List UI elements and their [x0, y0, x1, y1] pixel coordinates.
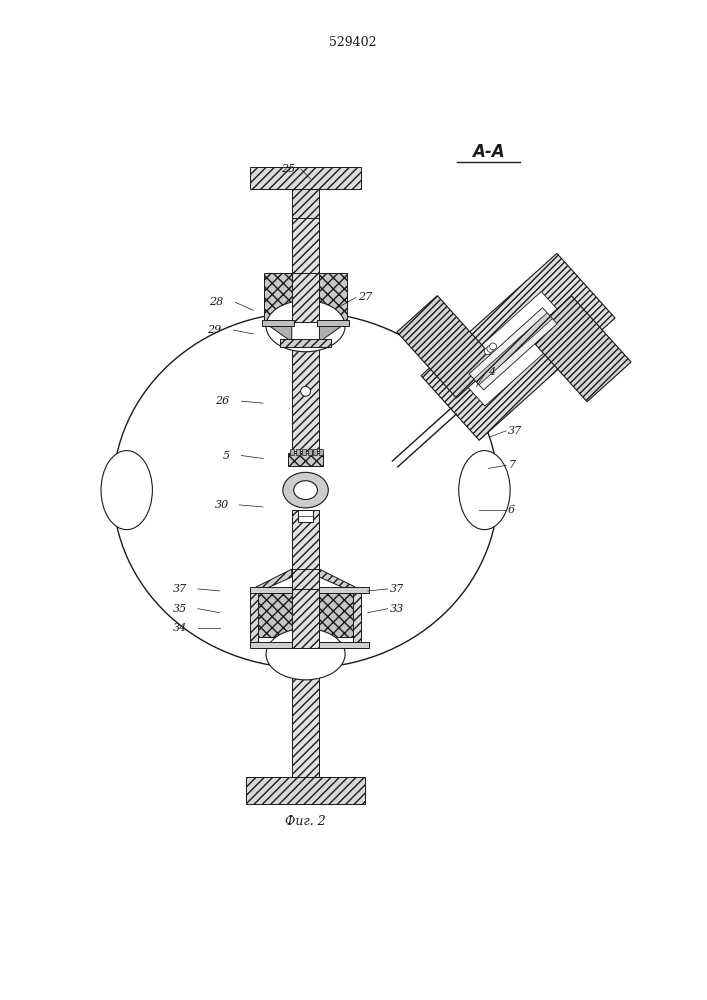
- Ellipse shape: [266, 628, 345, 680]
- Bar: [246, 777, 365, 804]
- Text: 25: 25: [281, 164, 296, 174]
- Bar: [353, 589, 361, 642]
- Ellipse shape: [489, 343, 496, 350]
- Polygon shape: [474, 313, 552, 385]
- Bar: [292, 218, 320, 337]
- Bar: [264, 273, 293, 322]
- Bar: [317, 273, 347, 322]
- Bar: [320, 449, 323, 455]
- Text: 37: 37: [508, 426, 522, 436]
- Text: 37: 37: [173, 584, 187, 594]
- Polygon shape: [320, 322, 347, 342]
- Ellipse shape: [459, 451, 510, 530]
- Bar: [280, 339, 332, 347]
- Bar: [250, 642, 369, 648]
- Bar: [250, 587, 369, 593]
- Text: 5: 5: [223, 451, 230, 461]
- Bar: [292, 589, 320, 648]
- Bar: [308, 449, 312, 455]
- Ellipse shape: [300, 386, 310, 396]
- Bar: [292, 273, 320, 322]
- Text: 33: 33: [390, 604, 404, 614]
- Bar: [317, 320, 349, 326]
- Polygon shape: [469, 308, 557, 390]
- Polygon shape: [453, 292, 573, 406]
- Bar: [302, 449, 305, 455]
- Bar: [292, 510, 320, 569]
- Text: 30: 30: [215, 500, 230, 510]
- Bar: [320, 593, 357, 637]
- Ellipse shape: [266, 300, 345, 352]
- Text: 27: 27: [358, 292, 372, 302]
- Bar: [296, 449, 300, 455]
- Bar: [250, 589, 258, 642]
- Ellipse shape: [283, 472, 328, 508]
- Polygon shape: [527, 296, 631, 402]
- Text: 29: 29: [207, 325, 221, 335]
- Bar: [250, 167, 361, 189]
- Text: 7: 7: [508, 460, 515, 470]
- Polygon shape: [264, 322, 292, 342]
- Ellipse shape: [484, 348, 491, 355]
- Bar: [298, 510, 313, 522]
- Text: 28: 28: [209, 297, 223, 307]
- Polygon shape: [256, 569, 292, 593]
- Ellipse shape: [113, 312, 498, 668]
- Text: 26: 26: [215, 396, 230, 406]
- Polygon shape: [320, 569, 355, 593]
- Bar: [262, 320, 293, 326]
- Polygon shape: [421, 253, 615, 440]
- Ellipse shape: [293, 481, 317, 500]
- Text: 37: 37: [390, 584, 404, 594]
- Bar: [255, 593, 292, 637]
- Text: Фиг. 2: Фиг. 2: [285, 815, 326, 828]
- Polygon shape: [397, 296, 497, 398]
- Ellipse shape: [101, 451, 153, 530]
- Text: 35: 35: [173, 604, 187, 614]
- Bar: [292, 569, 320, 589]
- Text: 4: 4: [489, 367, 496, 377]
- Bar: [292, 648, 320, 777]
- Bar: [292, 342, 320, 451]
- Bar: [313, 449, 317, 455]
- Bar: [290, 449, 293, 455]
- Text: 529402: 529402: [329, 36, 377, 49]
- Ellipse shape: [487, 345, 493, 352]
- Bar: [288, 453, 323, 466]
- Text: 6: 6: [508, 505, 515, 515]
- Bar: [292, 189, 320, 218]
- Text: A-A: A-A: [472, 143, 505, 161]
- Text: 34: 34: [173, 623, 187, 633]
